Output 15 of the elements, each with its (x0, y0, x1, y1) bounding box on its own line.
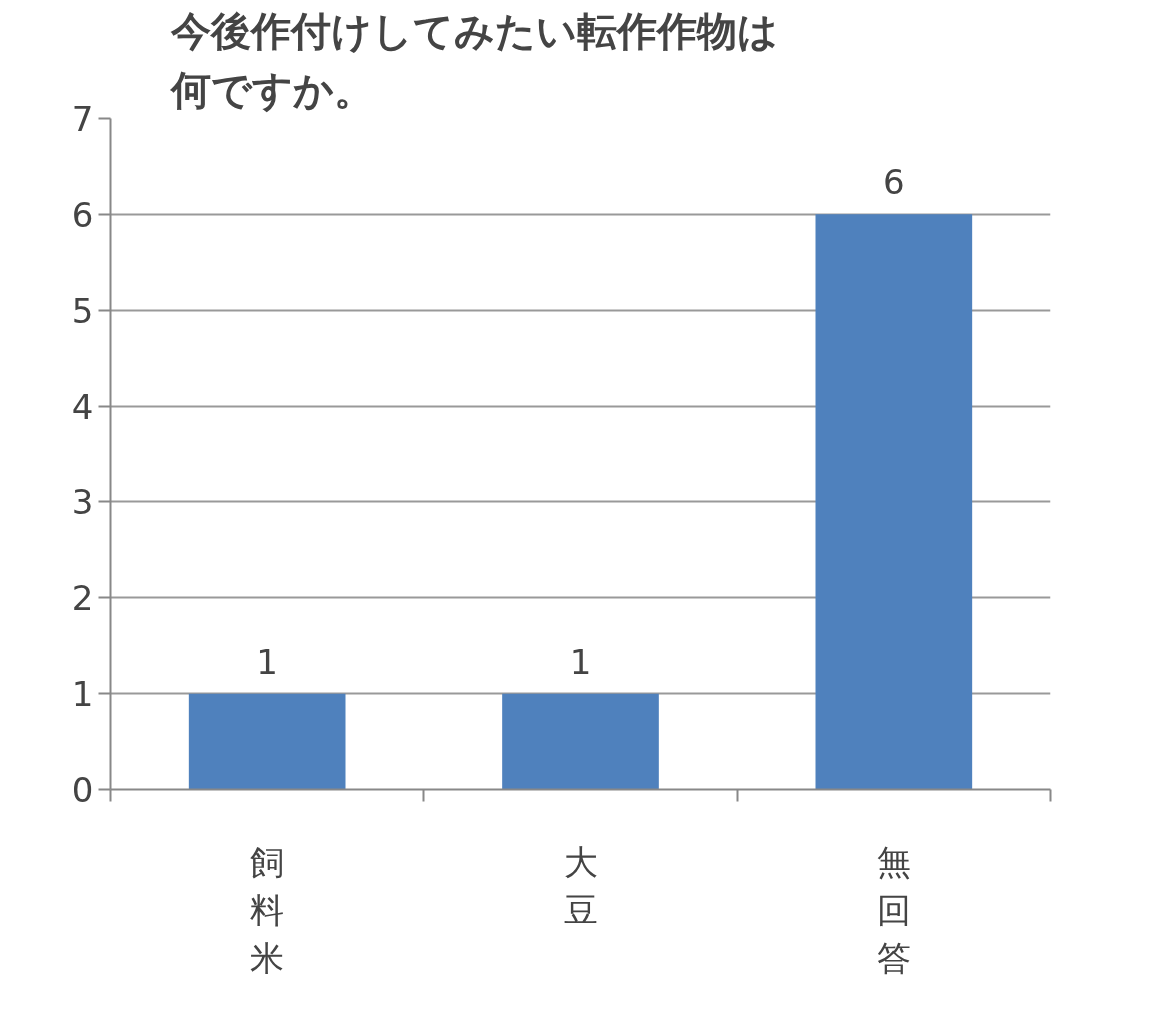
data-label: 6 (883, 162, 905, 203)
y-tick-label: 6 (71, 194, 94, 235)
chart-title: 今後作付けしてみたい転作作物は何ですか。 (168, 7, 778, 114)
y-tick-label: 5 (71, 290, 94, 331)
x-tick-label: 大豆 (563, 841, 598, 930)
y-tick-label: 0 (71, 770, 94, 810)
y-tick-label: 2 (71, 578, 94, 619)
y-tick-label: 4 (71, 386, 94, 427)
y-tick-label: 7 (71, 99, 94, 139)
y-tick-label: 3 (71, 482, 94, 523)
y-tick-label: 1 (71, 674, 94, 715)
x-tick-label: 無回答 (876, 841, 911, 978)
x-tick-label: 飼料米 (250, 841, 285, 978)
data-label: 1 (256, 641, 278, 682)
data-label: 1 (569, 641, 592, 682)
